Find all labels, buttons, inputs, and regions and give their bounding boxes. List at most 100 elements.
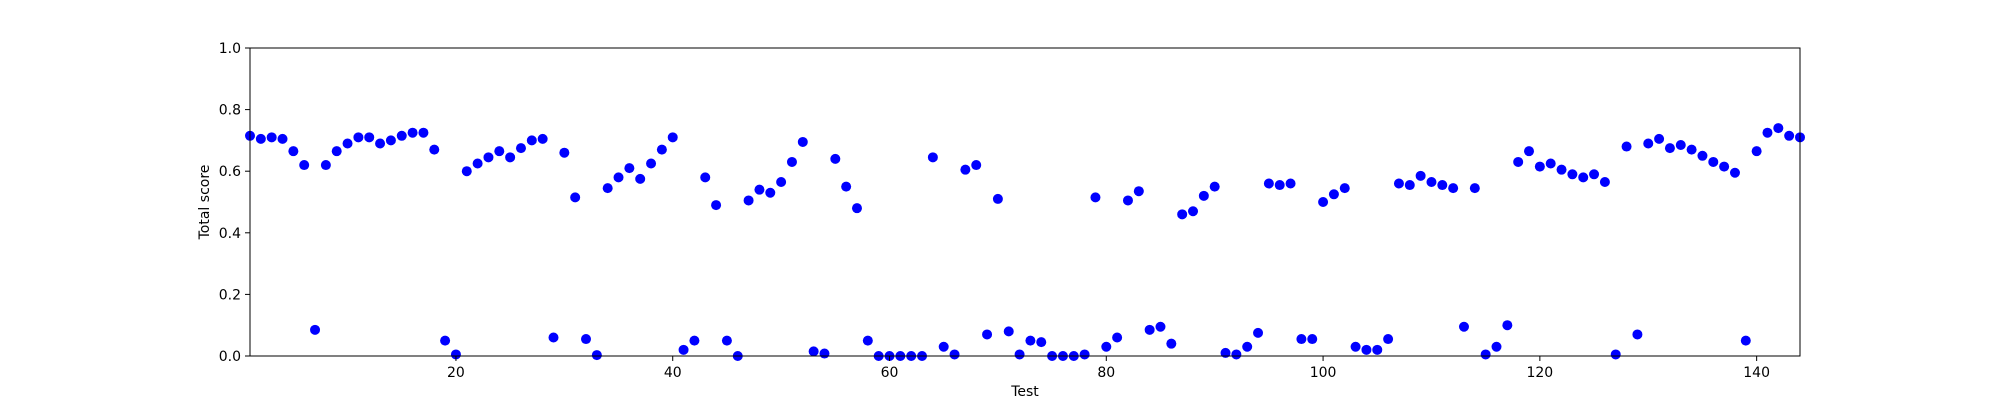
data-point (1003, 326, 1014, 337)
data-point (472, 158, 483, 169)
data-point (1697, 150, 1708, 161)
y-axis-ticks: 0.0 0.2 0.4 0.6 0.8 1.0 (219, 41, 250, 365)
data-point (1675, 140, 1686, 151)
data-point (689, 335, 700, 346)
data-point (765, 187, 776, 198)
data-point (1480, 349, 1491, 360)
data-point (1101, 341, 1112, 352)
data-point (1307, 334, 1318, 345)
data-point (1209, 181, 1220, 192)
x-tick-label: 20 (447, 365, 465, 381)
data-point (331, 146, 342, 157)
data-point (1415, 170, 1426, 181)
data-point (581, 334, 592, 345)
data-point (1621, 141, 1632, 152)
x-tick-label: 140 (1743, 365, 1770, 381)
data-point (548, 332, 559, 343)
data-point (700, 172, 711, 183)
data-point (927, 152, 938, 163)
data-point (288, 146, 299, 157)
data-point (1014, 349, 1025, 360)
data-point (1762, 127, 1773, 138)
data-point (1296, 334, 1307, 345)
data-point (1404, 180, 1415, 191)
data-point (537, 133, 548, 144)
data-point (1274, 180, 1285, 191)
data-point (1383, 334, 1394, 345)
data-point (1144, 324, 1155, 335)
data-point (1589, 169, 1600, 180)
data-point (1567, 169, 1578, 180)
data-point (1545, 158, 1556, 169)
data-point (1112, 332, 1123, 343)
data-point (830, 153, 841, 164)
data-point (1740, 335, 1751, 346)
data-point (1231, 349, 1242, 360)
data-point (483, 152, 494, 163)
data-point (656, 144, 667, 155)
data-point (1079, 349, 1090, 360)
data-point (635, 173, 646, 184)
data-point (1166, 338, 1177, 349)
y-tick-label: 0.0 (219, 349, 241, 365)
data-point (1090, 192, 1101, 203)
data-point (711, 200, 722, 211)
data-point (429, 144, 440, 155)
data-point (1708, 156, 1719, 167)
data-point (1729, 167, 1740, 178)
data-point (1426, 176, 1437, 187)
data-point (364, 132, 375, 143)
data-point (721, 335, 732, 346)
x-tick-label: 120 (1526, 365, 1553, 381)
plot-frame (249, 47, 1801, 357)
data-point (1263, 178, 1274, 189)
data-point (342, 138, 353, 149)
data-point (461, 166, 472, 177)
data-point (1025, 335, 1036, 346)
data-point (1448, 183, 1459, 194)
data-point (299, 160, 310, 171)
data-point (971, 160, 982, 171)
data-point (1643, 138, 1654, 149)
data-point (1664, 143, 1675, 154)
data-point (797, 136, 808, 147)
data-point (515, 143, 526, 154)
data-point (1361, 344, 1372, 355)
data-point (1253, 327, 1264, 338)
data-point (1686, 144, 1697, 155)
data-point (277, 133, 288, 144)
data-point (385, 135, 396, 146)
data-point (1350, 341, 1361, 352)
data-point (1437, 180, 1448, 191)
x-axis-label: Test (1010, 384, 1039, 400)
data-point (1318, 197, 1329, 207)
data-point (1751, 146, 1762, 157)
data-point (1610, 349, 1621, 360)
data-point (570, 192, 581, 203)
data-point (602, 183, 613, 194)
data-point (624, 163, 635, 174)
data-point (1534, 161, 1545, 172)
x-tick-label: 80 (1097, 365, 1115, 381)
data-point (1513, 156, 1524, 167)
data-point (1632, 329, 1643, 340)
y-tick-label: 0.8 (219, 103, 241, 119)
data-point (982, 329, 993, 340)
x-tick-label: 40 (664, 365, 682, 381)
data-point (851, 203, 862, 214)
data-point (776, 176, 787, 187)
data-point (786, 156, 797, 167)
data-point (960, 164, 971, 175)
y-tick-label: 0.2 (219, 287, 241, 303)
data-point (1220, 347, 1231, 358)
y-axis-label: Total score (197, 165, 213, 241)
data-point (526, 135, 537, 146)
data-point (255, 133, 266, 144)
data-point (1578, 172, 1589, 183)
data-point (992, 193, 1003, 204)
data-point (1524, 146, 1535, 157)
data-point (353, 132, 364, 143)
data-point (375, 138, 386, 149)
data-point (613, 172, 624, 183)
